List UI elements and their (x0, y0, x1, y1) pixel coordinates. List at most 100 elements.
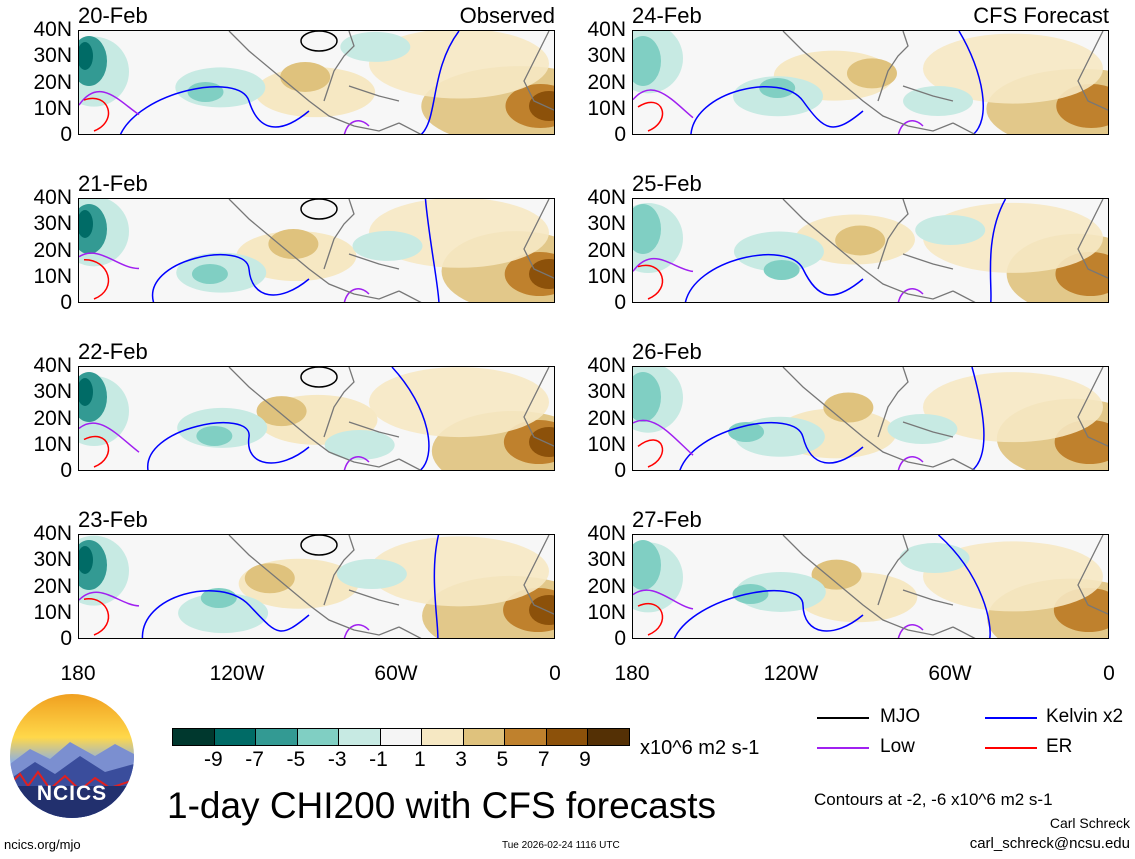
y-tick-label: 10N (33, 600, 72, 624)
colorbar-tick-label: 3 (455, 748, 467, 771)
colorbar-tick-label: 9 (579, 748, 591, 771)
x-tick-label: 60W (374, 662, 418, 685)
legend-line-low (817, 747, 869, 749)
y-tick-label: 20N (33, 238, 72, 262)
y-tick-label: 40N (587, 186, 626, 209)
panel-date: 24-Feb (632, 3, 702, 28)
ncics-logo: NCICS (10, 694, 134, 818)
y-tick-label: 40N (587, 18, 626, 41)
colorbar-swatch (173, 729, 215, 745)
y-tick-label: 0 (614, 459, 626, 482)
y-tick-label: 30N (33, 380, 72, 404)
map-panel (632, 366, 1109, 471)
chi200-field-map (79, 199, 554, 302)
y-tick-label: 30N (33, 212, 72, 236)
y-tick-label: 20N (587, 406, 626, 430)
logo-text: NCICS (36, 782, 108, 805)
colorbar-swatch (505, 729, 547, 745)
y-tick-label: 40N (33, 18, 72, 41)
y-tick-label: 30N (587, 548, 626, 572)
y-tick-label: 40N (33, 522, 72, 545)
y-tick-label: 40N (33, 186, 72, 209)
map-panel (78, 30, 555, 135)
colorbar-tick-label: -7 (245, 748, 264, 771)
colorbar-swatch (588, 729, 629, 745)
y-tick-label: 30N (587, 380, 626, 404)
y-tick-label: 30N (33, 44, 72, 68)
y-tick-label: 0 (614, 123, 626, 146)
panel-date: 21-Feb (78, 171, 148, 196)
y-tick-label: 0 (60, 123, 72, 146)
map-panel (632, 30, 1109, 135)
y-tick-label: 30N (587, 44, 626, 68)
colorbar-swatch (546, 729, 588, 745)
y-tick-label: 0 (614, 291, 626, 314)
y-tick-label: 0 (60, 459, 72, 482)
x-tick-label: 120W (763, 662, 819, 685)
colorbar-units: x10^6 m2 s-1 (640, 737, 760, 759)
y-tick-label: 20N (33, 406, 72, 430)
x-tick-label: 0 (1103, 662, 1115, 685)
y-tick-label: 30N (33, 548, 72, 572)
colorbar-swatch (214, 729, 256, 745)
map-panel (78, 534, 555, 639)
colorbar (172, 728, 630, 746)
panel-date: 20-Feb (78, 3, 148, 28)
panel-date: 25-Feb (632, 171, 702, 196)
map-panel (78, 198, 555, 303)
chi200-field-map (633, 367, 1108, 470)
author-email[interactable]: carl_schreck@ncsu.edu (969, 835, 1130, 852)
contours-note: Contours at -2, -6 x10^6 m2 s-1 (814, 790, 1053, 809)
author: Carl Schreck (1049, 815, 1130, 831)
y-tick-label: 0 (60, 627, 72, 650)
chi200-field-map (633, 199, 1108, 302)
colorbar-swatch (380, 729, 422, 745)
legend-label-kelvin: Kelvin x2 (1046, 706, 1124, 727)
y-tick-label: 40N (587, 522, 626, 545)
y-tick-label: 10N (33, 432, 72, 456)
source-url[interactable]: ncics.org/mjo (4, 837, 81, 852)
y-tick-label: 10N (587, 264, 626, 288)
y-tick-label: 10N (33, 264, 72, 288)
y-tick-label: 20N (587, 70, 626, 94)
figure-title: 1-day CHI200 with CFS forecasts (167, 785, 717, 826)
colorbar-tick-label: -1 (369, 748, 388, 771)
panel-date: 23-Feb (78, 507, 148, 532)
x-tick-label: 180 (60, 662, 96, 685)
chi200-field-map (79, 367, 554, 470)
panel-date: 26-Feb (632, 339, 702, 364)
x-tick-label: 60W (928, 662, 972, 685)
x-tick-label: 0 (549, 662, 561, 685)
legend-label-er: ER (1046, 736, 1073, 757)
chi200-field-map (79, 535, 554, 638)
colorbar-swatch (422, 729, 464, 745)
map-panel (78, 366, 555, 471)
colorbar-swatch (256, 729, 298, 745)
x-tick-label: 120W (209, 662, 265, 685)
y-tick-label: 20N (33, 70, 72, 94)
colorbar-tick-label: -3 (327, 748, 347, 771)
y-tick-label: 10N (587, 432, 626, 456)
y-tick-label: 10N (587, 600, 626, 624)
map-panel (632, 198, 1109, 303)
legend-line-kelvin (985, 717, 1037, 719)
legend-line-mjo (817, 717, 869, 719)
colorbar-tick-label: -9 (203, 748, 223, 771)
chi200-field-map (633, 31, 1108, 134)
legend-label-mjo: MJO (880, 706, 921, 727)
x-tick-label: 180 (614, 662, 650, 685)
colorbar-tick-label: 5 (496, 748, 509, 771)
panel-title: CFS Forecast (973, 3, 1109, 28)
y-tick-label: 30N (587, 212, 626, 236)
chi200-field-map (633, 535, 1108, 638)
colorbar-swatch (463, 729, 505, 745)
legend-line-er (985, 747, 1037, 749)
colorbar-swatch (339, 729, 381, 745)
chi200-field-map (79, 31, 554, 134)
colorbar-swatch (297, 729, 339, 745)
timestamp: Tue 2026-02-24 1116 UTC (502, 840, 620, 851)
y-tick-label: 20N (33, 574, 72, 598)
y-tick-label: 20N (587, 238, 626, 262)
panel-title: Observed (459, 3, 555, 28)
